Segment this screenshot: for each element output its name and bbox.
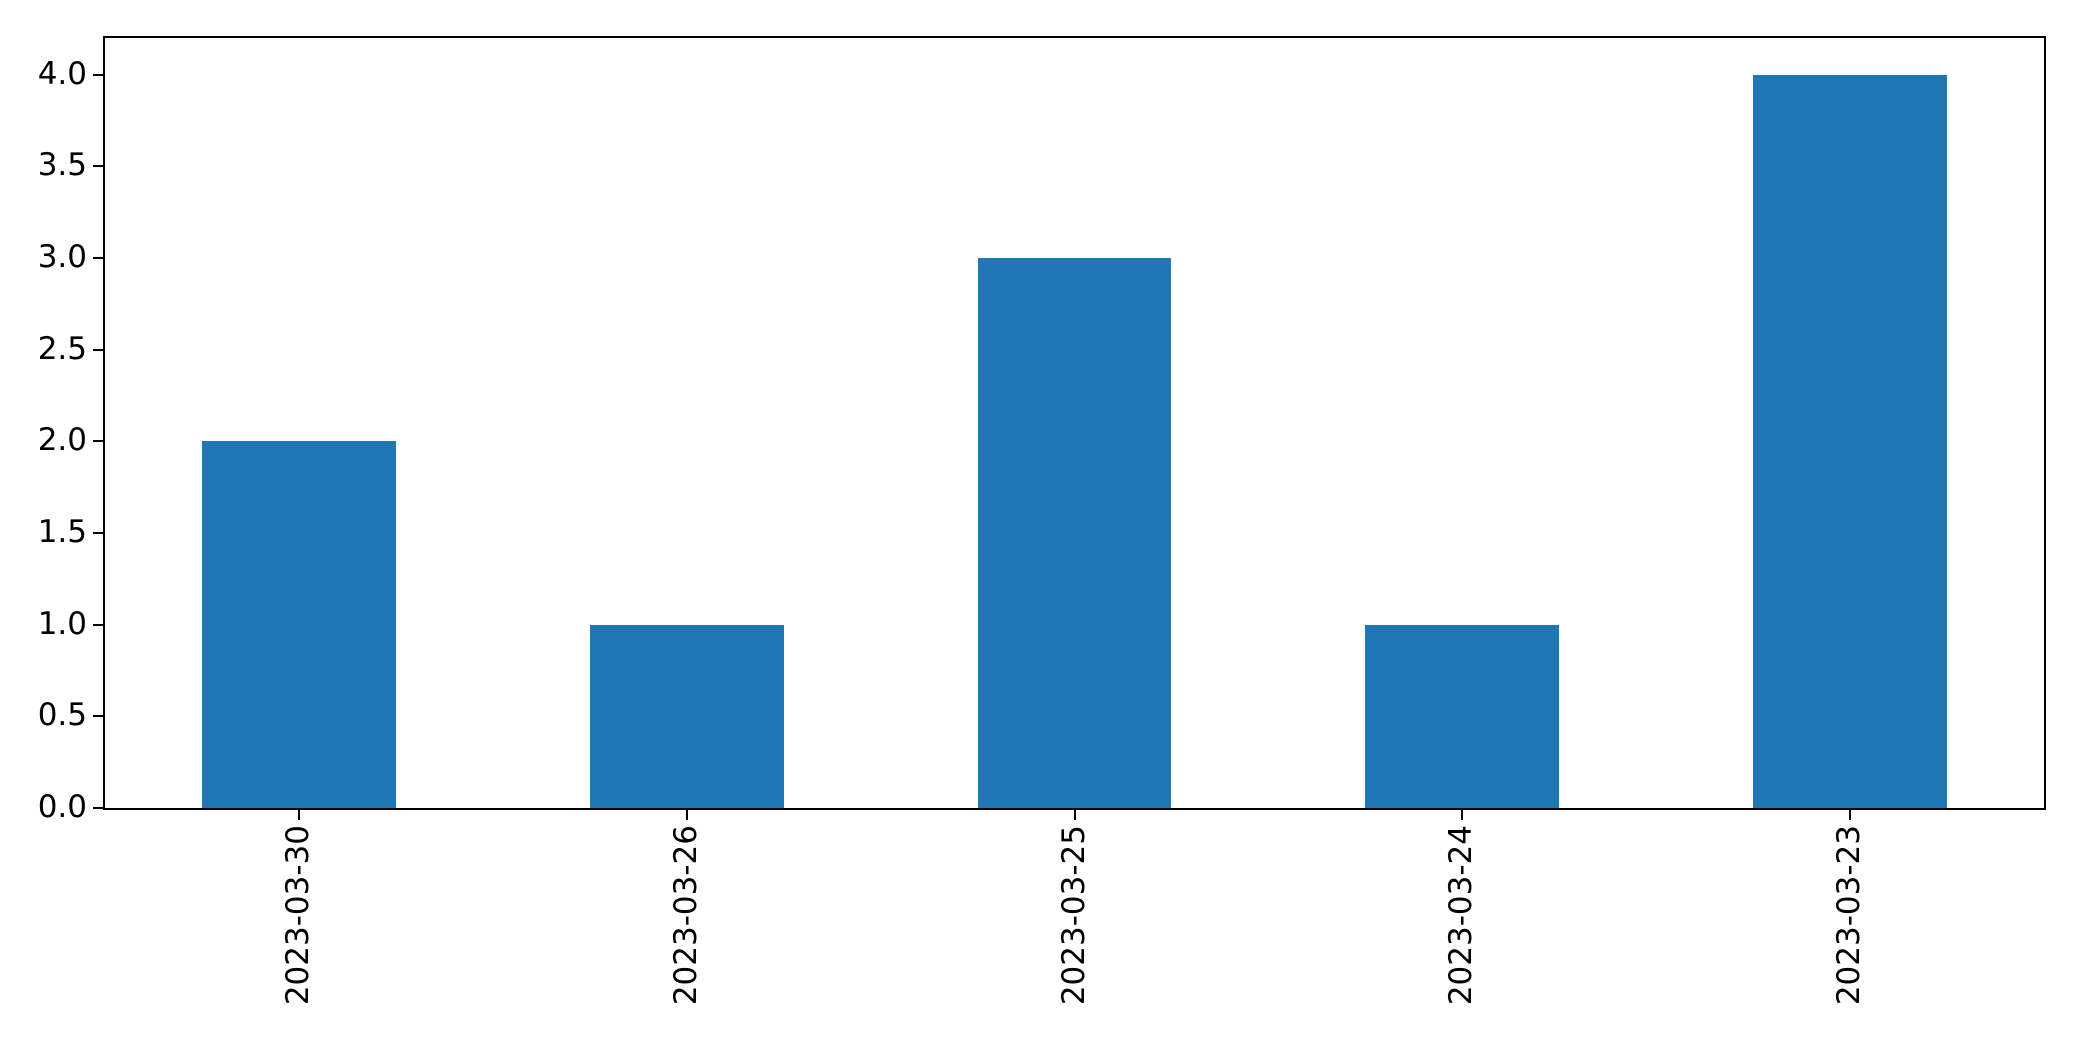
y-axis-tick: [93, 807, 103, 809]
y-axis-tick-label: 1.5: [37, 514, 87, 550]
y-axis-tick: [93, 715, 103, 718]
x-axis-tick-label: 2023-03-25: [1055, 825, 1092, 1006]
x-axis-tick-label: 2023-03-30: [279, 825, 316, 1006]
x-axis-tick: [685, 810, 688, 820]
y-axis-tick: [93, 165, 103, 168]
x-axis-tick: [1461, 810, 1464, 820]
y-axis-tick-label: 2.0: [37, 422, 87, 459]
bar-2023-03-24: [1365, 624, 1560, 808]
y-axis-tick-label: 0.5: [37, 697, 87, 734]
y-axis-tick-label: 4.0: [37, 55, 87, 92]
y-axis-tick: [93, 623, 103, 626]
x-axis-tick-label: 2023-03-23: [1831, 825, 1868, 1006]
y-axis-tick: [93, 257, 103, 259]
bar-2023-03-26: [589, 624, 784, 808]
y-axis-tick: [93, 73, 103, 76]
x-axis-tick-label: 2023-03-26: [667, 825, 704, 1006]
y-axis-tick-label: 1.0: [37, 605, 87, 642]
bar-2023-03-30: [201, 441, 396, 808]
y-axis-tick-label: 3.5: [37, 147, 87, 184]
y-axis-tick-label: 2.5: [37, 330, 87, 367]
y-axis-tick: [93, 440, 103, 443]
y-axis-tick: [93, 532, 103, 534]
y-axis-tick-label: 0.0: [37, 789, 87, 825]
x-axis-tick: [1849, 810, 1852, 820]
bar-2023-03-23: [1753, 74, 1948, 808]
x-axis-tick-label: 2023-03-24: [1443, 825, 1480, 1006]
y-axis-tick-label: 3.0: [37, 239, 87, 275]
plot-area: [103, 36, 2046, 810]
x-axis-tick: [1073, 810, 1076, 820]
x-axis-tick: [297, 810, 300, 820]
y-axis-tick: [93, 348, 103, 351]
bar-2023-03-25: [977, 258, 1172, 808]
